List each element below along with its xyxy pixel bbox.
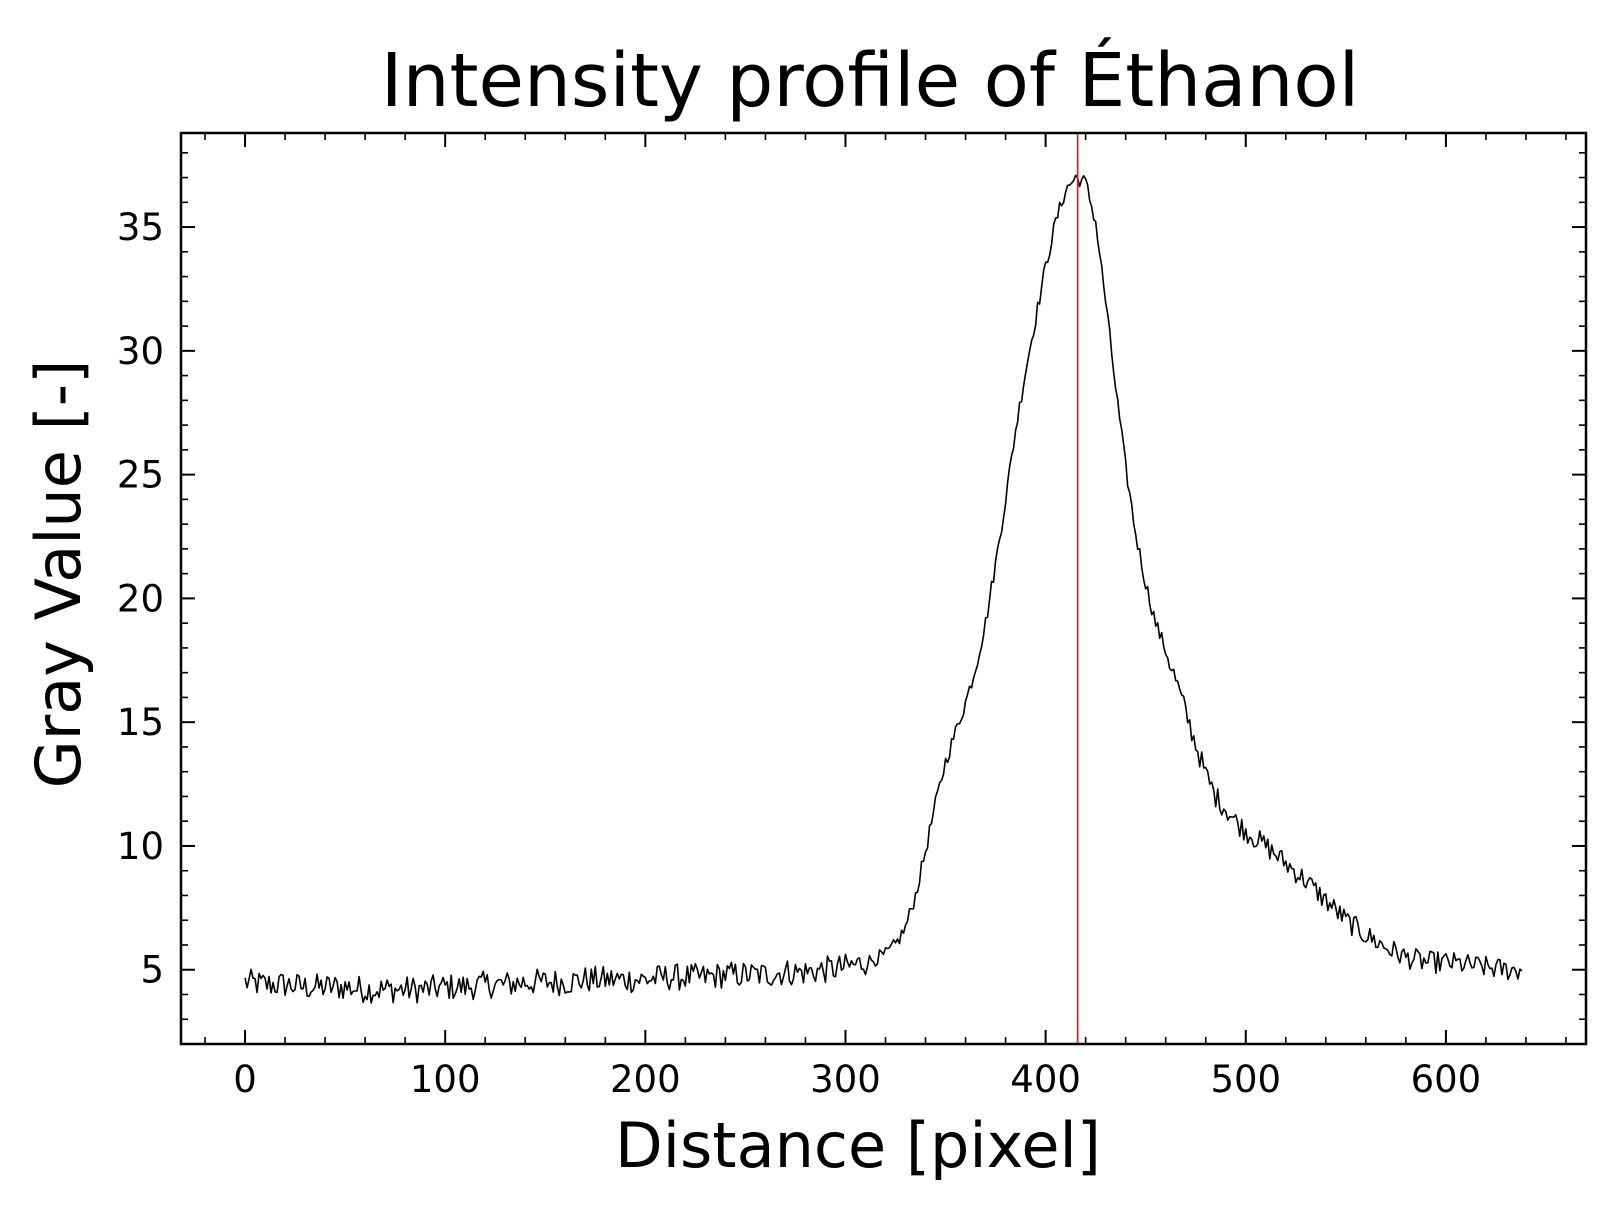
plot-frame <box>179 131 1588 1046</box>
y-tick-label: 10 <box>117 825 164 868</box>
y-tick-label: 25 <box>117 454 164 497</box>
chart-title: Intensity profile of Éthanol <box>381 36 1359 124</box>
y-tick-labels: 5 10 15 20 25 30 35 <box>117 206 164 992</box>
x-tick-label: 500 <box>1210 1058 1281 1101</box>
x-tick-label: 0 <box>233 1058 257 1101</box>
x-tick-label: 400 <box>1010 1058 1081 1101</box>
x-tick-labels: 0 100 200 300 400 500 600 <box>233 1058 1481 1101</box>
y-tick-label: 15 <box>117 701 164 744</box>
y-tick-label: 30 <box>117 330 164 373</box>
y-axis-label: Gray Value [-] <box>22 360 95 789</box>
x-tick-label: 100 <box>410 1058 481 1101</box>
x-tick-label: 200 <box>610 1058 681 1101</box>
x-tick-label: 300 <box>810 1058 881 1101</box>
y-tick-label: 20 <box>117 577 164 620</box>
x-axis-label: Distance [pixel] <box>615 1109 1101 1182</box>
series-line <box>244 174 1523 1004</box>
axis-ticks <box>181 133 1586 1045</box>
plot-area <box>244 133 1523 1044</box>
x-tick-label: 600 <box>1411 1058 1482 1101</box>
y-tick-label: 5 <box>140 949 164 992</box>
y-tick-label: 35 <box>117 206 164 249</box>
